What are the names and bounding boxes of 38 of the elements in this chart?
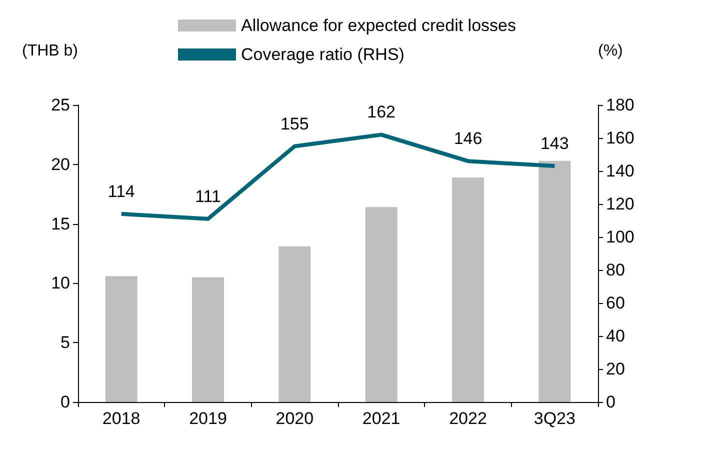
bar <box>365 207 398 402</box>
y-tick-label: 15 <box>51 214 70 234</box>
bar <box>452 177 484 402</box>
y-tick-label: 0 <box>60 392 70 412</box>
x-tick-label: 2022 <box>449 409 487 428</box>
x-tick-label: 2018 <box>102 409 140 428</box>
y-tick-label: 25 <box>51 96 70 114</box>
y2-tick-label: 80 <box>606 260 625 280</box>
legend-label: Allowance for expected credit losses <box>241 16 516 35</box>
y2-tick-label: 120 <box>606 194 634 214</box>
y2-tick-label: 60 <box>606 294 625 312</box>
y2-tick-label: 180 <box>606 96 634 114</box>
data-label: 114 <box>108 182 135 201</box>
x-tick-label: 2019 <box>189 409 227 428</box>
y2-tick-label: 160 <box>606 128 634 148</box>
y-tick-label: 20 <box>51 154 70 174</box>
data-label: 111 <box>195 186 221 206</box>
data-label: 146 <box>454 129 482 148</box>
y2-tick-label: 20 <box>606 360 625 378</box>
y-tick-label: 5 <box>60 333 70 352</box>
bar <box>538 160 571 402</box>
y-axis-title: (THB b) <box>22 42 78 60</box>
bar <box>105 276 138 402</box>
legend-label: Coverage ratio (RHS) <box>241 45 404 64</box>
y2-tick-label: 40 <box>606 326 625 346</box>
x-tick-label: 2021 <box>362 409 400 428</box>
bar <box>278 246 311 402</box>
y2-tick-label: 100 <box>606 228 634 246</box>
y2-axis-title: (%) <box>598 42 623 60</box>
y2-tick-label: 140 <box>606 162 634 180</box>
data-label: 143 <box>540 134 569 154</box>
y-tick-label: 10 <box>51 274 70 293</box>
y2-tick-label: 0 <box>606 392 616 412</box>
data-label: 155 <box>280 114 309 134</box>
x-tick-label: 3Q23 <box>534 409 576 428</box>
x-tick-label: 2020 <box>276 409 314 428</box>
bar <box>192 277 224 402</box>
data-label: 162 <box>367 102 396 122</box>
